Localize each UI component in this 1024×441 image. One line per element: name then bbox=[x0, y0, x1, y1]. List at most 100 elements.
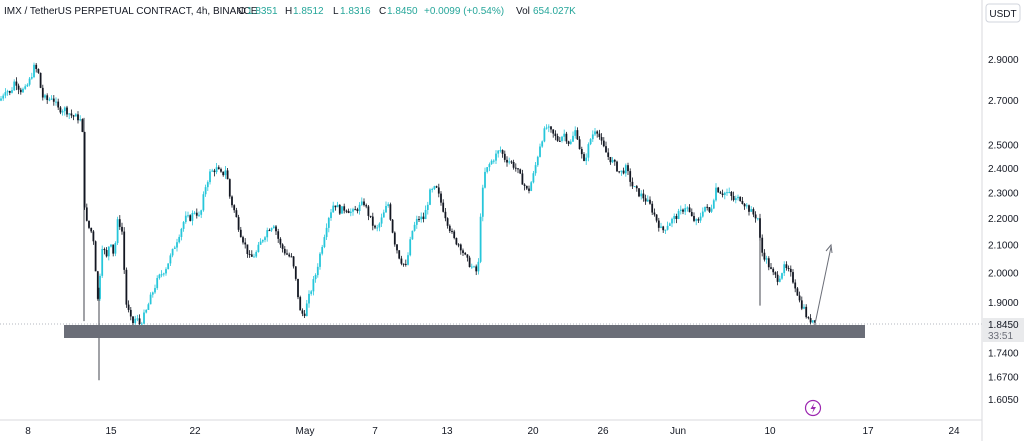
candle bbox=[90, 227, 93, 234]
candle bbox=[418, 215, 420, 222]
time-tick-label: 15 bbox=[105, 426, 117, 437]
candle-body bbox=[424, 209, 427, 220]
candle bbox=[407, 252, 409, 266]
low-label: L bbox=[333, 6, 339, 17]
price-tag-countdown: 33:51 bbox=[988, 331, 1013, 342]
candle-body bbox=[145, 309, 148, 313]
candle-body bbox=[561, 136, 563, 141]
candle-body bbox=[211, 170, 214, 172]
candle bbox=[442, 199, 445, 213]
time-tick-label: 24 bbox=[948, 426, 960, 437]
candle-body bbox=[378, 223, 381, 228]
candle bbox=[162, 272, 165, 277]
candle bbox=[539, 143, 541, 158]
candle-body bbox=[220, 169, 222, 172]
candle bbox=[594, 127, 596, 137]
candle-body bbox=[294, 266, 297, 279]
candle bbox=[598, 129, 601, 140]
candle-body bbox=[484, 171, 486, 188]
candle-body bbox=[497, 150, 500, 154]
candle-body bbox=[686, 207, 689, 209]
candle-body bbox=[679, 209, 682, 212]
candle-body bbox=[319, 253, 321, 267]
candle-body bbox=[39, 72, 42, 88]
candle bbox=[477, 258, 480, 275]
candle-body bbox=[182, 222, 185, 229]
candle-body bbox=[488, 164, 491, 168]
candle bbox=[270, 227, 273, 233]
candle-body bbox=[228, 179, 231, 197]
candle bbox=[297, 278, 299, 300]
candle bbox=[466, 254, 469, 262]
candle bbox=[717, 186, 720, 193]
candle-body bbox=[671, 218, 673, 224]
candle bbox=[116, 216, 119, 245]
candle-body bbox=[457, 244, 460, 246]
lightning-icon[interactable] bbox=[804, 399, 822, 417]
candle-body bbox=[506, 159, 508, 163]
candle bbox=[310, 289, 313, 296]
candle bbox=[514, 163, 517, 172]
candle bbox=[187, 211, 189, 218]
time-axis[interactable]: 8 15 22 May 7 13 20 26 Jun 10 17 24 bbox=[25, 426, 960, 437]
candle bbox=[59, 105, 62, 115]
candle-body bbox=[382, 212, 385, 218]
candle-body bbox=[26, 84, 29, 87]
candle-body bbox=[105, 250, 108, 257]
candle bbox=[257, 242, 260, 253]
candle bbox=[222, 171, 225, 177]
price-tick-label: 2.5000 bbox=[988, 140, 1019, 151]
candle-body bbox=[288, 254, 291, 257]
candle bbox=[567, 140, 570, 147]
candle-body bbox=[589, 139, 592, 145]
candle-body bbox=[629, 171, 632, 182]
currency-button[interactable]: USDT bbox=[985, 3, 1021, 23]
candle bbox=[242, 235, 244, 245]
candle bbox=[457, 243, 460, 248]
candle-body bbox=[4, 92, 7, 96]
candle-body bbox=[446, 218, 449, 226]
candle-body bbox=[0, 98, 2, 101]
close-label: C bbox=[379, 6, 386, 17]
candle-body bbox=[277, 231, 280, 239]
candle-body bbox=[189, 215, 192, 221]
candle-body bbox=[389, 204, 392, 220]
high-label: H bbox=[285, 6, 292, 17]
projection-arrow bbox=[814, 243, 833, 325]
currency-button-label[interactable]: USDT bbox=[989, 9, 1016, 20]
candle bbox=[587, 142, 590, 162]
candle bbox=[789, 265, 792, 277]
candle bbox=[673, 213, 676, 224]
candle bbox=[774, 271, 777, 279]
candle-body bbox=[162, 273, 165, 275]
candle bbox=[39, 72, 42, 89]
support-zone bbox=[64, 325, 865, 338]
candle bbox=[519, 168, 522, 175]
price-axis[interactable]: 2.9000 2.7000 2.5000 2.4000 2.3000 2.2000 2.10… bbox=[988, 55, 1019, 406]
candle-body bbox=[13, 81, 16, 91]
candle bbox=[44, 93, 46, 100]
candle-body bbox=[110, 244, 112, 247]
candle bbox=[719, 190, 722, 194]
candle-body bbox=[607, 152, 610, 157]
candle bbox=[569, 139, 572, 145]
candle-body bbox=[292, 256, 295, 267]
candle bbox=[675, 213, 678, 224]
candle-body bbox=[19, 89, 22, 93]
candle bbox=[686, 206, 689, 212]
candle bbox=[228, 178, 231, 199]
candle-body bbox=[534, 165, 537, 174]
candle-body bbox=[635, 186, 638, 189]
candle bbox=[745, 203, 748, 209]
candle bbox=[70, 109, 73, 119]
candle bbox=[182, 221, 185, 232]
candle bbox=[811, 320, 814, 324]
candle-body bbox=[699, 216, 702, 221]
candle bbox=[624, 163, 627, 177]
candle-body bbox=[338, 204, 341, 214]
candle bbox=[334, 205, 337, 211]
candle-body bbox=[336, 204, 339, 208]
candle bbox=[180, 227, 183, 241]
candle-body bbox=[532, 173, 535, 183]
